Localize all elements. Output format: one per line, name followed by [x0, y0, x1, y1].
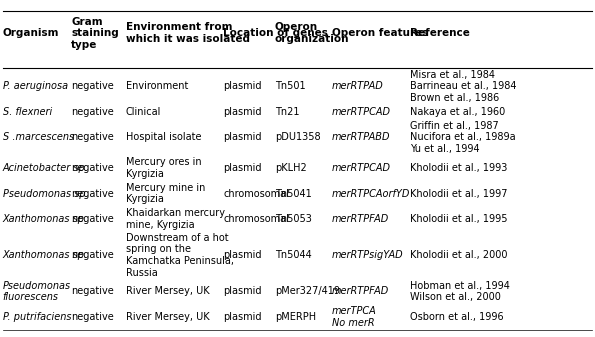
- Text: P. aeruginosa: P. aeruginosa: [2, 81, 68, 91]
- Text: merRTPAD: merRTPAD: [332, 81, 384, 91]
- Text: chromosomal: chromosomal: [224, 189, 289, 198]
- Text: Hospital isolate: Hospital isolate: [126, 132, 201, 142]
- Text: Downstream of a hot
spring on the
Kamchatka Peninsula,
Russia: Downstream of a hot spring on the Kamcha…: [126, 233, 234, 278]
- Text: Tn5044: Tn5044: [275, 250, 312, 260]
- Text: Pseudomonas
fluorescens: Pseudomonas fluorescens: [2, 280, 71, 302]
- Text: merTPCA
No merR: merTPCA No merR: [332, 306, 377, 328]
- Text: pDU1358: pDU1358: [275, 132, 321, 142]
- Text: S .marcescens: S .marcescens: [2, 132, 74, 142]
- Text: merRTPCAD: merRTPCAD: [332, 107, 391, 117]
- Text: Kholodii et al., 2000: Kholodii et al., 2000: [410, 250, 508, 260]
- Text: Operon features: Operon features: [332, 28, 428, 38]
- Text: Tn5041: Tn5041: [275, 189, 312, 198]
- Text: plasmid: plasmid: [224, 312, 262, 322]
- Text: negative: negative: [71, 107, 114, 117]
- Text: plasmid: plasmid: [224, 250, 262, 260]
- Text: pMer327/419: pMer327/419: [275, 286, 340, 296]
- Text: Hobman et al., 1994
Wilson et al., 2000: Hobman et al., 1994 Wilson et al., 2000: [410, 280, 510, 302]
- Text: merRTPsigYAD: merRTPsigYAD: [332, 250, 403, 260]
- Text: River Mersey, UK: River Mersey, UK: [126, 286, 209, 296]
- Text: negative: negative: [71, 214, 114, 224]
- Text: Pseudomonas sp.: Pseudomonas sp.: [2, 189, 88, 198]
- Text: Mercury mine in
Kyrgizia: Mercury mine in Kyrgizia: [126, 183, 205, 205]
- Text: Environment: Environment: [126, 81, 188, 91]
- Text: Griffin et al., 1987
Nucifora et al., 1989a
Yu et al., 1994: Griffin et al., 1987 Nucifora et al., 19…: [410, 121, 516, 154]
- Text: pMERPH: pMERPH: [275, 312, 316, 322]
- Text: Kholodii et al., 1993: Kholodii et al., 1993: [410, 163, 508, 173]
- Text: plasmid: plasmid: [224, 107, 262, 117]
- Text: merRTPFAD: merRTPFAD: [332, 286, 389, 296]
- Text: merRTPABD: merRTPABD: [332, 132, 390, 142]
- Text: Misra et al., 1984
Barrineau et al., 1984
Brown et al., 1986: Misra et al., 1984 Barrineau et al., 198…: [410, 70, 516, 103]
- Text: Acinetobacter sp.: Acinetobacter sp.: [2, 163, 89, 173]
- Text: negative: negative: [71, 286, 114, 296]
- Text: P. putrifaciens: P. putrifaciens: [2, 312, 71, 322]
- Text: Mercury ores in
Kyrgizia: Mercury ores in Kyrgizia: [126, 157, 201, 179]
- Text: Tn501: Tn501: [275, 81, 306, 91]
- Text: negative: negative: [71, 312, 114, 322]
- Text: negative: negative: [71, 250, 114, 260]
- Text: plasmid: plasmid: [224, 286, 262, 296]
- Text: negative: negative: [71, 132, 114, 142]
- Text: Kholodii et al., 1995: Kholodii et al., 1995: [410, 214, 508, 224]
- Text: Clinical: Clinical: [126, 107, 161, 117]
- Text: River Mersey, UK: River Mersey, UK: [126, 312, 209, 322]
- Text: S. flexneri: S. flexneri: [2, 107, 52, 117]
- Text: plasmid: plasmid: [224, 81, 262, 91]
- Text: Osborn et al., 1996: Osborn et al., 1996: [410, 312, 503, 322]
- Text: plasmid: plasmid: [224, 132, 262, 142]
- Text: Tn5053: Tn5053: [275, 214, 312, 224]
- Text: Operon
organization: Operon organization: [275, 22, 349, 44]
- Text: merRTPCAorfYD: merRTPCAorfYD: [332, 189, 410, 198]
- Text: Kholodii et al., 1997: Kholodii et al., 1997: [410, 189, 508, 198]
- Text: Organism: Organism: [2, 28, 59, 38]
- Text: Khaidarkan mercury
mine, Kyrgizia: Khaidarkan mercury mine, Kyrgizia: [126, 208, 225, 230]
- Text: merRTPCAD: merRTPCAD: [332, 163, 391, 173]
- Text: negative: negative: [71, 163, 114, 173]
- Text: negative: negative: [71, 189, 114, 198]
- Text: Tn21: Tn21: [275, 107, 299, 117]
- Text: Gram
staining
type: Gram staining type: [71, 17, 119, 50]
- Text: Xanthomonas sp.: Xanthomonas sp.: [2, 214, 87, 224]
- Text: pKLH2: pKLH2: [275, 163, 307, 173]
- Text: merRTPFAD: merRTPFAD: [332, 214, 389, 224]
- Text: Location of genes: Location of genes: [224, 28, 328, 38]
- Text: negative: negative: [71, 81, 114, 91]
- Text: Nakaya et al., 1960: Nakaya et al., 1960: [410, 107, 505, 117]
- Text: Xanthomonas sp.: Xanthomonas sp.: [2, 250, 87, 260]
- Text: chromosomal: chromosomal: [224, 214, 289, 224]
- Text: plasmid: plasmid: [224, 163, 262, 173]
- Text: Environment from
which it was isolated: Environment from which it was isolated: [126, 22, 250, 44]
- Text: Reference: Reference: [410, 28, 470, 38]
